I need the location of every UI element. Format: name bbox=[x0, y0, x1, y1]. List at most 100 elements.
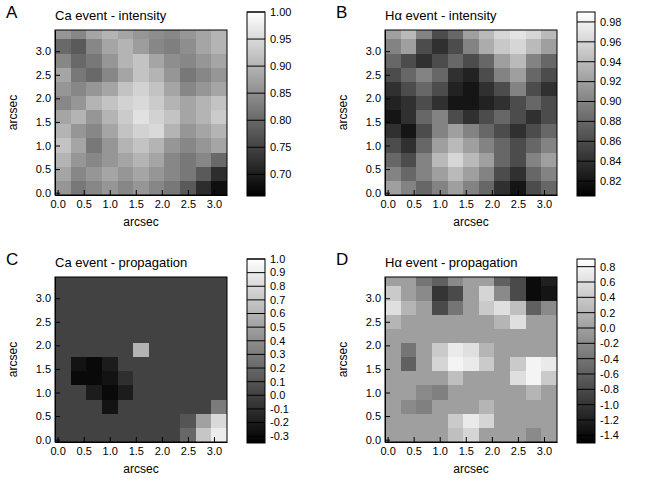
heatmap-cell bbox=[401, 277, 417, 287]
colorbar-scale bbox=[577, 259, 595, 443]
colorbar-tick-label: -0.1 bbox=[270, 403, 289, 415]
heatmap-cell bbox=[463, 110, 479, 125]
heatmap-cell bbox=[211, 301, 227, 316]
heatmap-cell bbox=[55, 329, 71, 344]
heatmap-cell bbox=[463, 428, 479, 442]
x-tick-label: 0.0 bbox=[50, 445, 65, 457]
colorbar-tick-label: 0.98 bbox=[600, 16, 621, 28]
heatmap-cell bbox=[416, 110, 432, 125]
y-tick-mark bbox=[55, 193, 60, 194]
heatmap-cell bbox=[180, 153, 196, 168]
heatmap-cell bbox=[86, 110, 102, 125]
colorbar: 0.820.840.860.880.900.920.940.960.98 bbox=[577, 12, 621, 196]
x-tick: 2.0 bbox=[155, 437, 170, 457]
heatmap-cell bbox=[416, 277, 432, 287]
heatmap bbox=[55, 277, 227, 442]
heatmap-cell bbox=[71, 414, 87, 429]
colorbar-tick-label: 0.2 bbox=[600, 307, 615, 319]
heatmap-cell bbox=[385, 286, 401, 301]
heatmap-cell bbox=[526, 30, 542, 40]
heatmap-cell bbox=[55, 277, 71, 287]
y-tick-label: 0.0 bbox=[366, 434, 381, 446]
colorbar-tick bbox=[247, 93, 265, 94]
heatmap-cell bbox=[448, 414, 464, 429]
heatmap-cell bbox=[479, 286, 495, 301]
colorbar-tick-label: -0.2 bbox=[270, 416, 289, 428]
heatmap-cell bbox=[416, 428, 432, 442]
heatmap-cell bbox=[164, 371, 180, 386]
heatmap-cell bbox=[86, 277, 102, 287]
x-tick-label: 3.0 bbox=[207, 198, 222, 210]
heatmap-cell bbox=[416, 124, 432, 139]
colorbar-tick bbox=[577, 343, 595, 344]
plot-frame bbox=[55, 30, 227, 195]
heatmap-cell bbox=[385, 167, 401, 182]
y-tick-mark bbox=[55, 51, 60, 52]
heatmap-cell bbox=[164, 110, 180, 125]
heatmap-cell bbox=[211, 30, 227, 40]
heatmap-cell bbox=[102, 277, 118, 287]
heatmap-cell bbox=[164, 96, 180, 111]
y-axis-title: arcsec bbox=[336, 342, 350, 377]
heatmap-cell bbox=[149, 400, 165, 415]
heatmap-cell bbox=[164, 414, 180, 429]
heatmap-cell bbox=[479, 96, 495, 111]
panel-title: Hα event - intensity bbox=[385, 8, 497, 23]
heatmap-cell bbox=[118, 138, 134, 153]
heatmap-cell bbox=[55, 286, 71, 301]
colorbar-tick-label: 0.8 bbox=[270, 280, 285, 292]
heatmap-cell bbox=[541, 315, 557, 330]
heatmap-cell bbox=[385, 54, 401, 69]
y-tick: 0.5 bbox=[36, 163, 60, 175]
heatmap-cell bbox=[401, 124, 417, 139]
heatmap-cell bbox=[149, 82, 165, 97]
heatmap-cell bbox=[494, 68, 510, 83]
heatmap-cell bbox=[133, 385, 149, 400]
heatmap-cell bbox=[479, 82, 495, 97]
heatmap-cell bbox=[385, 414, 401, 429]
heatmap-cell bbox=[510, 414, 526, 429]
heatmap-cell bbox=[526, 153, 542, 168]
heatmap-cell bbox=[401, 315, 417, 330]
colorbar-tick-label: 0.88 bbox=[600, 115, 621, 127]
heatmap-cell bbox=[196, 385, 212, 400]
y-tick: 2.0 bbox=[366, 339, 390, 351]
heatmap-cell bbox=[510, 301, 526, 316]
x-tick-label: 2.0 bbox=[485, 198, 500, 210]
colorbar: 0.700.750.800.850.900.951.00 bbox=[247, 6, 291, 196]
colorbar-tick-label: 0.6 bbox=[270, 307, 285, 319]
x-tick-mark bbox=[518, 437, 519, 442]
heatmap-cell bbox=[102, 357, 118, 372]
heatmap-cell bbox=[149, 96, 165, 111]
heatmap-cell bbox=[526, 110, 542, 125]
heatmap-cell bbox=[541, 385, 557, 400]
heatmap-cell bbox=[510, 315, 526, 330]
panel-letter: B bbox=[336, 3, 347, 22]
x-tick-mark bbox=[188, 437, 189, 442]
colorbar-tick-label: 0.0 bbox=[600, 322, 615, 334]
x-tick: 3.0 bbox=[537, 190, 552, 210]
x-tick-label: 1.5 bbox=[459, 445, 474, 457]
colorbar-tick bbox=[247, 381, 265, 382]
heatmap-cell bbox=[494, 400, 510, 415]
colorbar-tick-label: 0.0 bbox=[270, 389, 285, 401]
x-axis-line bbox=[56, 442, 228, 443]
heatmap-cell bbox=[494, 277, 510, 287]
heatmap-cell bbox=[86, 138, 102, 153]
heatmap-cell bbox=[211, 54, 227, 69]
heatmap-cell bbox=[385, 30, 401, 40]
heatmap-cell bbox=[432, 428, 448, 442]
heatmap-cell bbox=[401, 357, 417, 372]
plot-frame bbox=[55, 277, 227, 442]
heatmap-cell bbox=[149, 54, 165, 69]
colorbar-tick bbox=[247, 313, 265, 314]
heatmap-cell bbox=[479, 167, 495, 182]
heatmap-cell bbox=[510, 110, 526, 125]
colorbar-tick-label: 0.86 bbox=[600, 135, 621, 147]
heatmap-cell bbox=[102, 96, 118, 111]
x-tick-mark bbox=[466, 437, 467, 442]
heatmap-cell bbox=[448, 54, 464, 69]
heatmap-cell bbox=[479, 181, 495, 195]
heatmap-cell bbox=[86, 414, 102, 429]
y-tick-mark bbox=[385, 98, 390, 99]
